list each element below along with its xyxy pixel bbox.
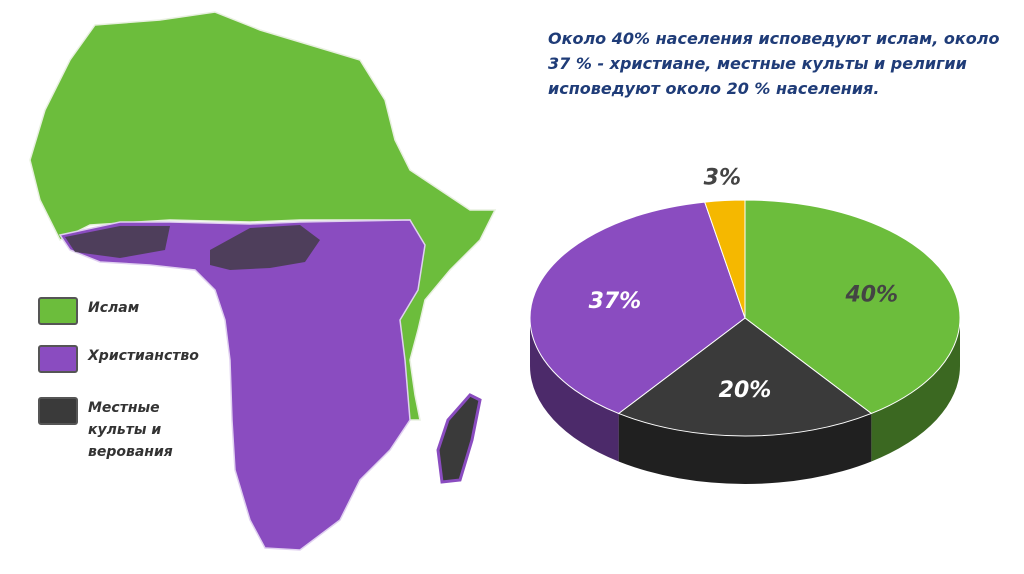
map-local-cults [65,225,320,270]
data-label: 40% [844,282,898,307]
pie-slice [529,201,746,415]
data-label: 3% [704,165,741,190]
pie-side [871,318,960,462]
data-label: 20% [719,378,772,403]
legend-label: Христианство [88,348,199,364]
legend-item: Ислам [38,297,198,325]
legend-label: Ислам [88,300,140,316]
map-christianity [58,219,426,551]
legend-label: Местные культы и верования [88,400,173,460]
legend-swatch [38,297,78,325]
legend-swatch [38,345,78,373]
pie-slice [617,317,873,437]
pie-slice [744,199,961,415]
legend-swatch [38,397,78,425]
map-madagascar [436,393,482,484]
legend-item: Местные культы и верования [38,397,198,463]
africa-map [29,11,497,551]
legend-item: Христианство [38,345,199,373]
pie-side [530,318,619,462]
pie-chart: 40% 20% 37% 3% [529,165,961,484]
chart-title: Около 40% населения исповедуют ислам, ок… [548,29,1000,98]
pie-slice [704,199,746,319]
data-label: 37% [589,289,642,314]
